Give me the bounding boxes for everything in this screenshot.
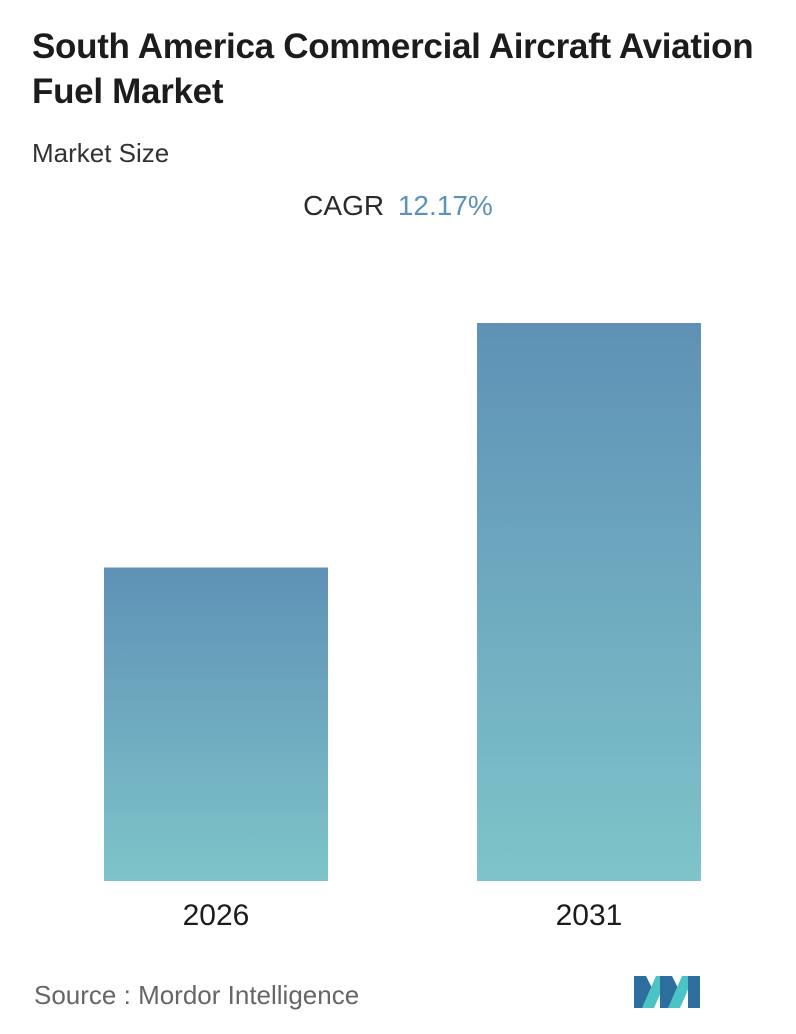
source-name: Mordor Intelligence <box>138 980 360 1010</box>
bar-2026 <box>104 567 328 881</box>
cagr-readout: CAGR 12.17% <box>0 190 796 222</box>
chart-subtitle: Market Size <box>32 138 170 168</box>
bar-chart: 2026 2031 <box>104 323 701 932</box>
source-label: Source : <box>34 980 131 1010</box>
mordor-intelligence-logo-icon <box>634 976 700 1008</box>
cagr-value: 12.17% <box>397 190 493 221</box>
x-tick-label-2026: 2026 <box>183 899 250 932</box>
bar-2031 <box>477 323 701 881</box>
x-tick-label-2031: 2031 <box>556 899 623 932</box>
source-note: Source : Mordor Intelligence <box>34 980 359 1011</box>
cagr-label: CAGR <box>303 190 385 221</box>
chart-title: South America Commercial Aircraft Aviati… <box>32 27 754 111</box>
